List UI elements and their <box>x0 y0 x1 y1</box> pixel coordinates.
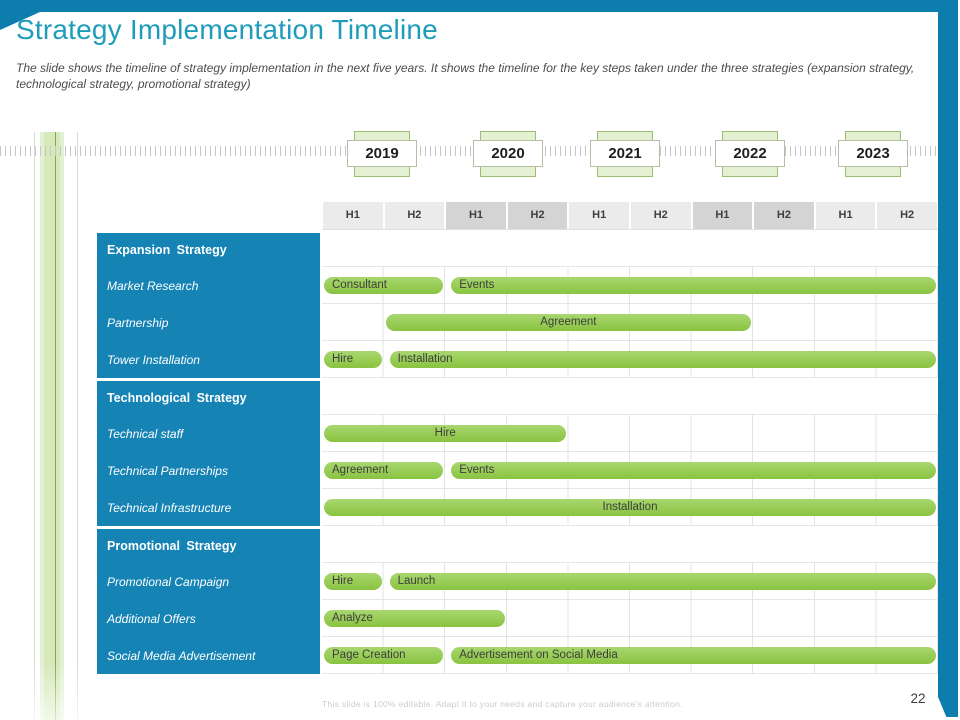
row-chart-area: Agreement Events <box>322 452 938 489</box>
gantt-header-corner <box>97 202 322 230</box>
year-label: 2022 <box>715 140 785 167</box>
half-year-header-cell: H2 <box>754 202 814 229</box>
stripe-center-line <box>55 132 56 720</box>
gantt-bar: Hire <box>324 425 567 442</box>
gantt-bar: Page Creation <box>324 647 444 664</box>
page-title: Strategy Implementation Timeline <box>16 14 438 45</box>
year-timeline: 2019 2020 2021 2022 2023 <box>0 131 938 177</box>
gantt-bar: Events <box>451 277 936 294</box>
row-label: Technical Infrastructure <box>97 489 322 526</box>
timeline-ticks <box>0 146 938 156</box>
gantt-section-row: Promotional Strategy <box>97 526 938 563</box>
half-year-header-cell: H2 <box>877 202 937 229</box>
row-chart-area <box>322 526 938 563</box>
row-label: Social Media Advertisement <box>97 637 322 674</box>
stripe-line <box>34 132 35 720</box>
slide-subtitle: The slide shows the timeline of strategy… <box>16 61 915 92</box>
gantt-header-row: H1 H2 H1 H2 H1 H2 H1 H2 H1 H2 <box>97 202 938 230</box>
gantt-header-cells: H1 H2 H1 H2 H1 H2 H1 H2 H1 H2 <box>322 202 938 230</box>
half-year-header-cell: H2 <box>384 202 445 229</box>
row-chart-area: Analyze <box>322 600 938 637</box>
year-marker-2021: 2021 <box>590 131 660 177</box>
gantt-task-row: Partnership Agreement <box>97 304 938 341</box>
year-label: 2019 <box>347 140 417 167</box>
row-label: Promotional Strategy <box>97 526 322 563</box>
row-chart-area: Installation <box>322 489 938 526</box>
gantt-bar: Hire <box>324 573 382 590</box>
gantt-task-row: Promotional Campaign Hire Launch <box>97 563 938 600</box>
gantt-bar: Advertisement on Social Media <box>451 647 936 664</box>
row-label: Tower Installation <box>97 341 322 378</box>
row-chart-area: Hire <box>322 415 938 452</box>
year-marker-2023: 2023 <box>838 131 908 177</box>
gantt-task-row: Technical Partnerships Agreement Events <box>97 452 938 489</box>
half-year-header-cell: H2 <box>630 202 691 229</box>
year-marker-2019: 2019 <box>347 131 417 177</box>
right-ribbon-bar <box>938 0 958 717</box>
row-label: Technological Strategy <box>97 378 322 415</box>
gantt-table: H1 H2 H1 H2 H1 H2 H1 H2 H1 H2 Expansion Strategy M… <box>97 202 938 674</box>
row-chart-area <box>322 378 938 415</box>
gantt-bar: Events <box>451 462 936 479</box>
gantt-bar: Analyze <box>324 610 505 627</box>
gantt-bar: Agreement <box>385 314 752 331</box>
row-chart-area: Hire Installation <box>322 341 938 378</box>
page-number: 22 <box>910 691 926 706</box>
gantt-task-row: Social Media Advertisement Page Creation A… <box>97 637 938 674</box>
row-label: Partnership <box>97 304 322 341</box>
gantt-task-row: Additional Offers Analyze <box>97 600 938 637</box>
gantt-bar: Consultant <box>324 277 444 294</box>
gantt-task-row: Technical Infrastructure Installation <box>97 489 938 526</box>
row-label: Promotional Campaign <box>97 563 322 600</box>
year-label: 2021 <box>590 140 660 167</box>
stripe-line <box>77 132 78 720</box>
half-year-header-cell: H1 <box>692 202 753 229</box>
half-year-header-cell: H1 <box>323 202 383 229</box>
row-chart-area: Agreement <box>322 304 938 341</box>
row-label: Expansion Strategy <box>97 230 322 267</box>
year-marker-2022: 2022 <box>715 131 785 177</box>
row-chart-area: Consultant Events <box>322 267 938 304</box>
gantt-bar: Hire <box>324 351 382 368</box>
left-stripe-decoration <box>34 132 78 720</box>
half-year-header-cell: H2 <box>507 202 568 229</box>
row-chart-area: Page Creation Advertisement on Social Med… <box>322 637 938 674</box>
row-label: Technical Partnerships <box>97 452 322 489</box>
gantt-section-row: Technological Strategy <box>97 378 938 415</box>
editable-footnote: This slide is 100% editable. Adapt it to… <box>322 699 683 709</box>
gantt-bar: Launch <box>389 573 936 590</box>
gantt-body: Expansion Strategy Market Research Consult… <box>97 230 938 674</box>
gantt-task-row: Technical staff Hire <box>97 415 938 452</box>
year-label: 2020 <box>473 140 543 167</box>
year-label: 2023 <box>838 140 908 167</box>
year-marker-2020: 2020 <box>473 131 543 177</box>
row-chart-area: Hire Launch <box>322 563 938 600</box>
gantt-bar: Installation <box>389 351 936 368</box>
gantt-task-row: Market Research Consultant Events <box>97 267 938 304</box>
half-year-header-cell: H1 <box>569 202 629 229</box>
row-label: Additional Offers <box>97 600 322 637</box>
gantt-bar: Agreement <box>324 462 444 479</box>
gantt-section-row: Expansion Strategy <box>97 230 938 267</box>
row-label: Technical staff <box>97 415 322 452</box>
half-year-header-cell: H1 <box>446 202 506 229</box>
half-year-header-cell: H1 <box>815 202 876 229</box>
gantt-task-row: Tower Installation Hire Installation <box>97 341 938 378</box>
row-label: Market Research <box>97 267 322 304</box>
gantt-bar: Installation <box>324 499 936 516</box>
stripe-band <box>40 132 64 720</box>
row-chart-area <box>322 230 938 267</box>
